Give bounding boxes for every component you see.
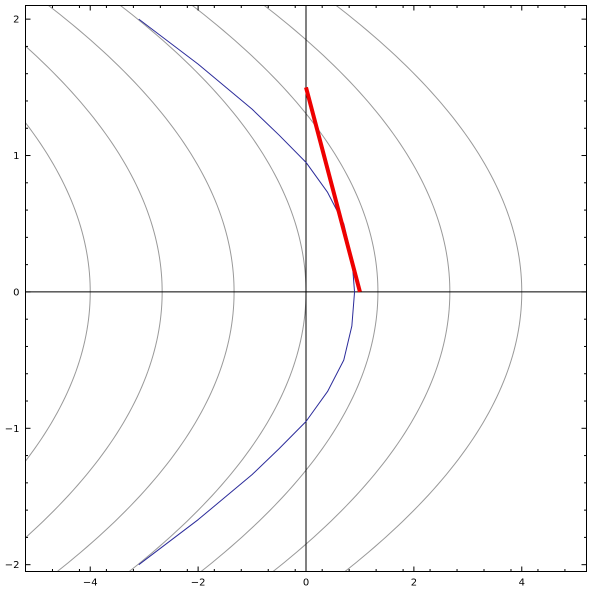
contour-line bbox=[119, 5, 307, 572]
y-tick-label: 2 bbox=[13, 15, 19, 26]
y-tick-label: −1 bbox=[5, 424, 20, 435]
x-tick-label: 2 bbox=[411, 578, 417, 589]
x-tick-label: −2 bbox=[191, 578, 206, 589]
x-tick-label: −4 bbox=[83, 578, 98, 589]
y-tick-label: 0 bbox=[13, 287, 19, 298]
origin-axes bbox=[25, 5, 587, 572]
contour-line bbox=[47, 5, 235, 572]
y-tick-label: −2 bbox=[5, 560, 20, 571]
contour-line bbox=[25, 45, 163, 539]
contour-line bbox=[25, 121, 91, 462]
x-tick-label: 4 bbox=[519, 578, 525, 589]
tangent-segment bbox=[304, 86, 362, 293]
contour-line bbox=[191, 5, 379, 572]
ticks: −4 −2 0 2 4 −2 −1 0 1 2 bbox=[5, 5, 587, 589]
x-tick-label: 0 bbox=[303, 578, 309, 589]
series bbox=[138, 18, 362, 566]
trajectory-curve bbox=[138, 18, 356, 566]
contour-line bbox=[335, 5, 523, 572]
contour-line bbox=[263, 5, 451, 572]
contour-lines bbox=[25, 5, 523, 572]
y-tick-label: 1 bbox=[13, 151, 19, 162]
